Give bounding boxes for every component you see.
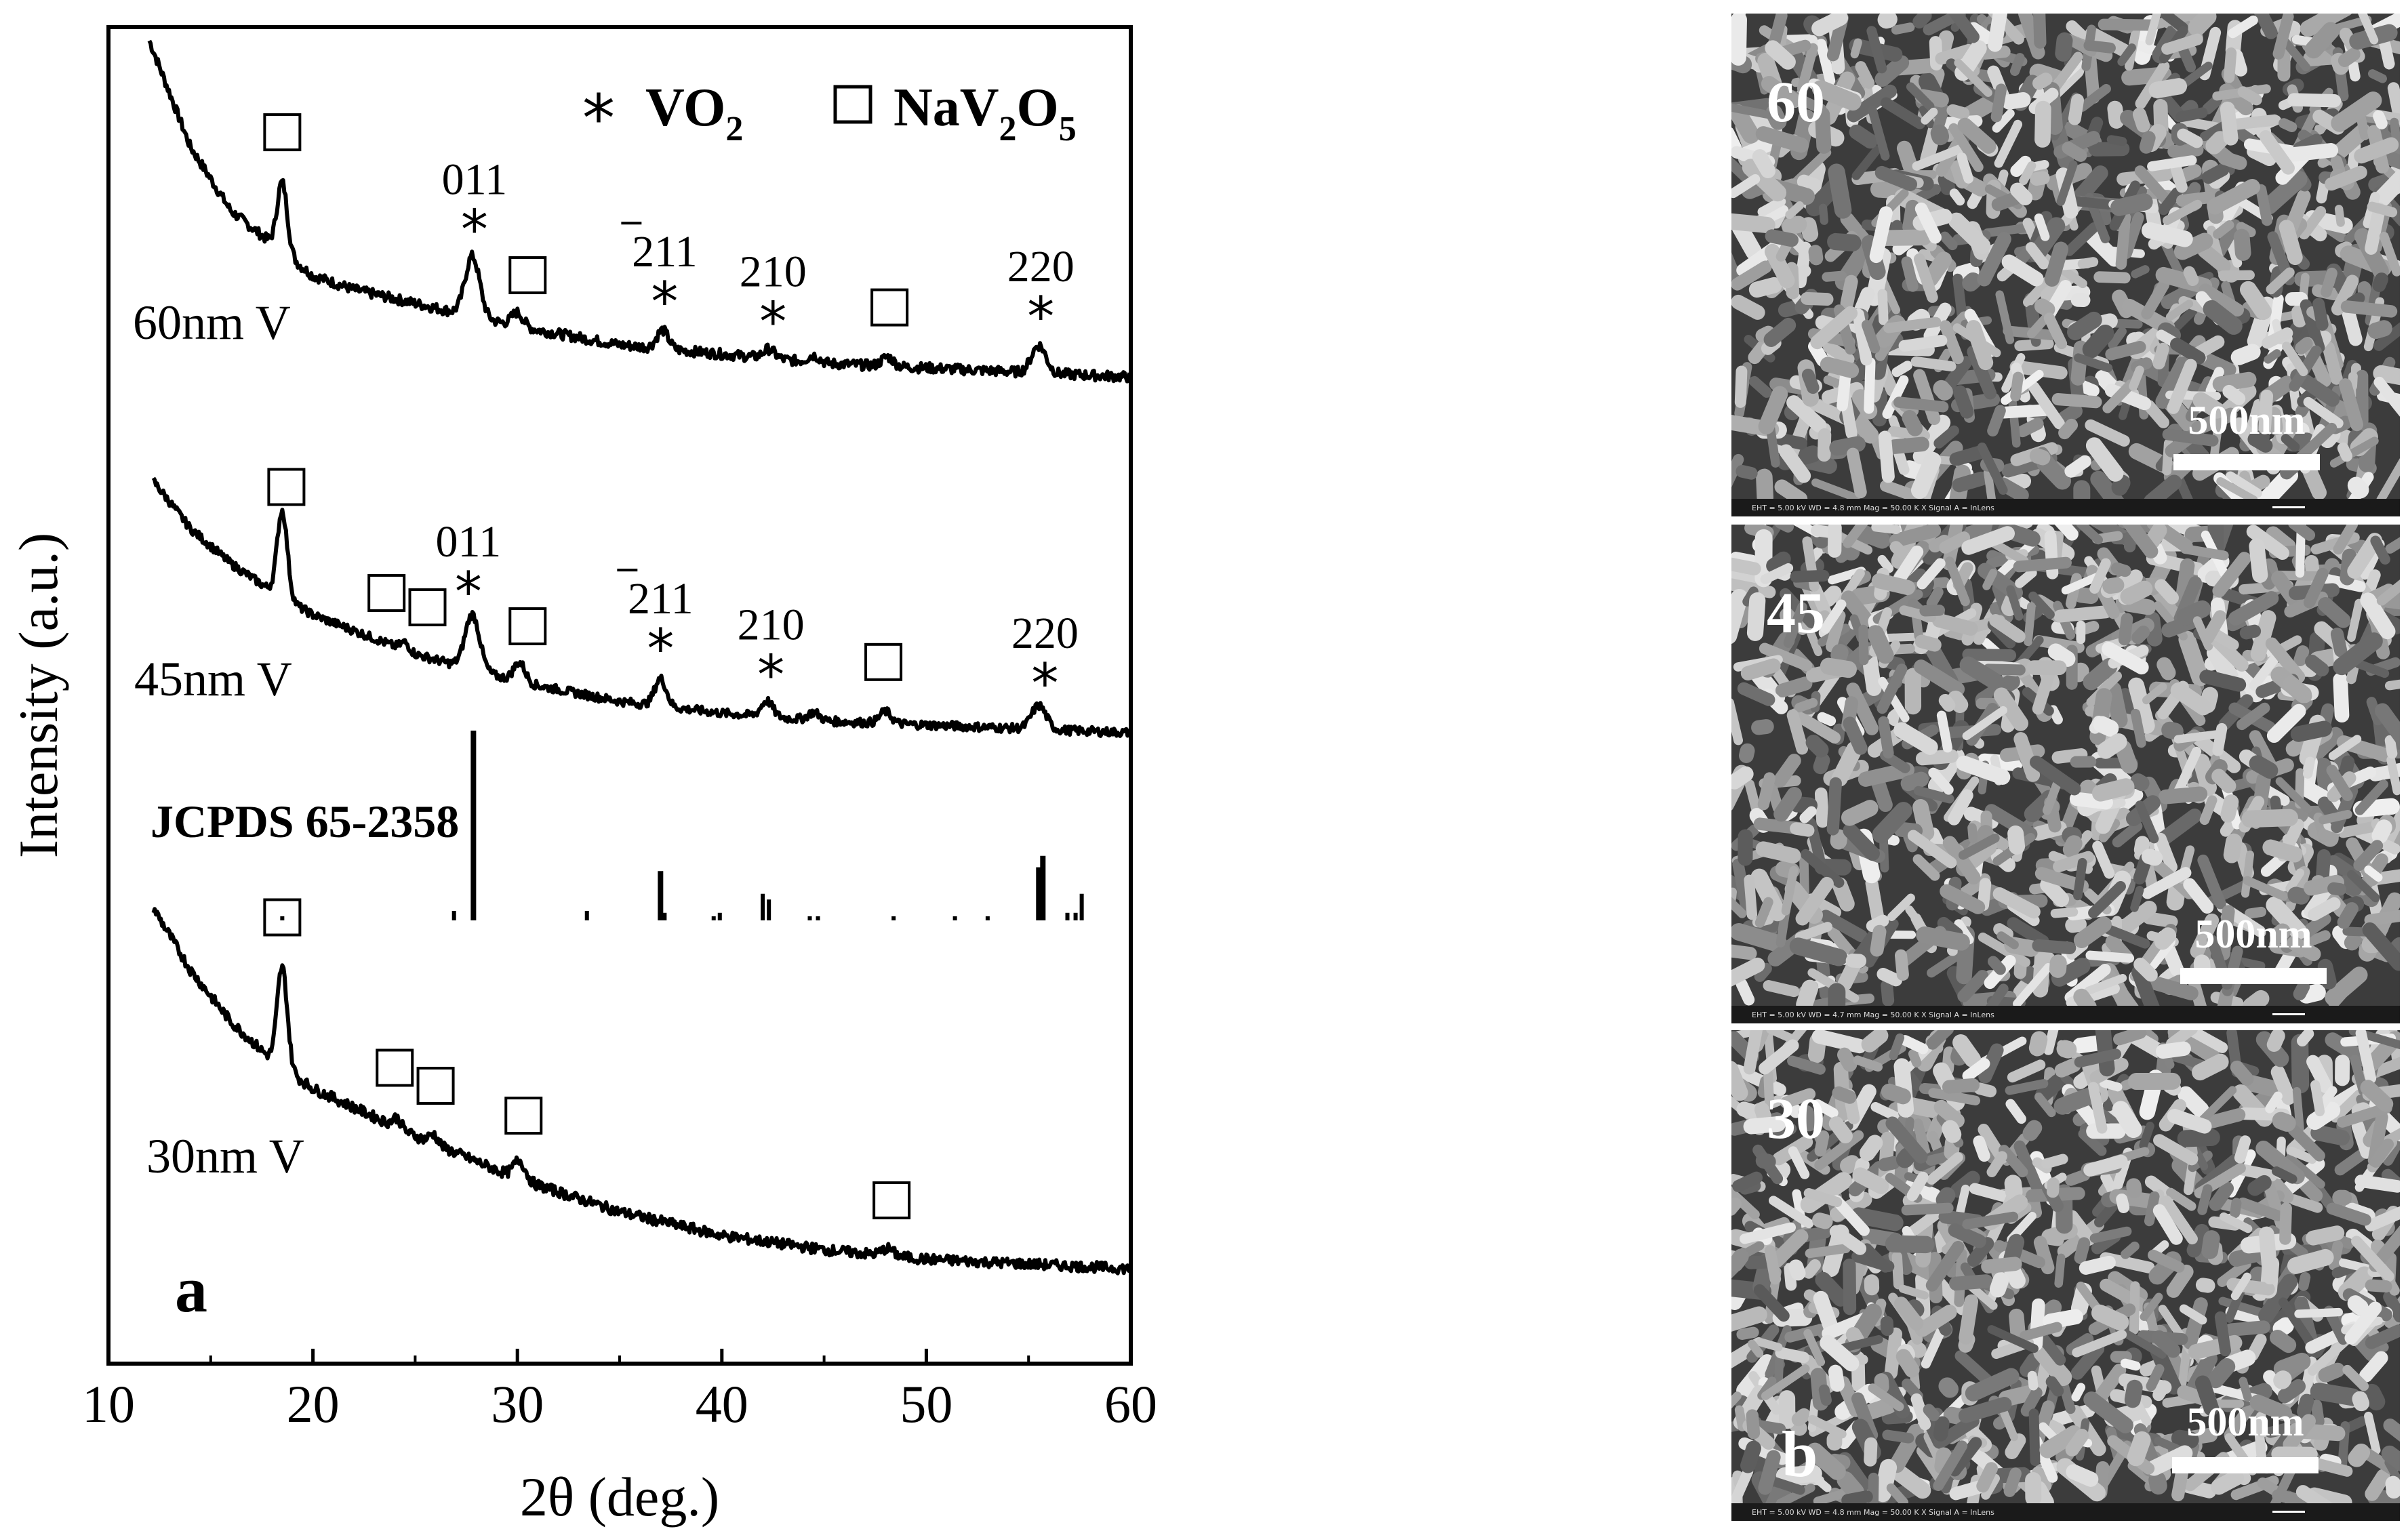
nav2o5-peak-marker [263,898,302,937]
miller-index-label: 220 [1011,609,1079,658]
nav2o5-peak-marker [267,468,306,506]
legend-nav2o5-label: NaV2O5 [894,78,1077,148]
sem-grain-texture [1731,14,2400,516]
sem-micro-scalebar [2272,1511,2305,1513]
sem-scalebar [2180,968,2327,984]
miller-index-label: 011 [436,517,502,567]
x-tick-label: 30 [491,1374,544,1433]
panel-a-label: a [175,1253,207,1326]
sem-scalebar-label: 500nm [2194,912,2312,956]
sem-scalebar [2172,1457,2319,1473]
nav2o5-peak-marker [872,1181,911,1220]
sem-panel-30: 30 500nm EHT = 5.00 kV WD = 4.8 mm Mag =… [1731,1030,2400,1521]
legend: * VO2 NaV2O5 [582,78,1077,157]
miller-index-label: 210 [740,247,807,297]
x-axis: 10 20 30 40 50 60 [82,1349,1157,1433]
xrd-trace-1 [151,476,1132,738]
miller-index-label: 210 [738,600,805,650]
sem-thickness-label: 60 [1767,69,1825,134]
legend-vo2-subscript: 2 [725,110,743,148]
series-label: 30nm V [146,1129,304,1183]
nav2o5-peak-marker [864,643,903,681]
sem-scalebar-label: 500nm [2186,1400,2304,1444]
sem-grain-texture [1731,1030,2400,1521]
legend-nav2o5-sub-o: 5 [1059,110,1077,148]
nav2o5-peak-marker [408,588,447,627]
sem-grain-texture [1731,525,2400,1023]
series-label: 45nm V [134,652,292,706]
nav2o5-peak-marker [263,113,302,152]
vo2-peak-marker: * [1031,652,1058,715]
vo2-peak-marker: * [1027,285,1054,348]
x-tick-label: 20 [287,1374,340,1433]
vo2-peak-marker: * [759,291,786,354]
miller-index-label: 211 [628,574,694,624]
y-axis-label: Intensity (a.u.) [7,533,69,858]
nav2o5-peak-marker [416,1067,455,1105]
vo2-peak-marker: * [461,198,488,261]
sem-micro-scalebar [2272,1013,2305,1015]
nav2o5-peak-marker [870,288,909,327]
vo2-peak-marker: * [647,617,674,680]
x-tick-label: 10 [82,1374,135,1433]
x-tick-label: 50 [900,1374,952,1433]
series-label: 60nm V [133,295,291,350]
sem-info-bar: EHT = 5.00 kV WD = 4.8 mm Mag = 50.00 K … [1752,1508,1994,1517]
panel-b-label: b [1782,1418,1818,1490]
legend-nav2o5: NaV2O5 [833,78,1077,148]
nav2o5-peak-marker [504,1097,543,1135]
nav2o5-peak-marker [376,1048,414,1087]
sem-panel-45: 45 500nm EHT = 5.00 kV WD = 4.7 mm Mag =… [1731,525,2400,1023]
legend-square-marker [833,85,872,124]
sem-info-bar: EHT = 5.00 kV WD = 4.7 mm Mag = 50.00 K … [1752,1011,1994,1019]
miller-index-label: 220 [1007,242,1075,291]
x-axis-label: 2θ (deg.) [520,1466,719,1528]
sem-info-bar: EHT = 5.00 kV WD = 4.8 mm Mag = 50.00 K … [1752,504,1994,512]
vo2-peak-marker: * [651,270,678,333]
xrd-trace-0 [147,39,1132,384]
nav2o5-peak-marker [508,607,547,646]
reference-label: JCPDS 65-2358 [150,796,459,847]
x-tick-label: 40 [696,1374,748,1433]
vo2-peak-marker: * [757,644,784,707]
legend-nav2o5-sub-v: 2 [999,110,1017,148]
miller-index-label: 011 [442,155,508,204]
sem-thickness-label: 45 [1767,580,1825,645]
legend-star-marker: * [582,81,615,157]
sem-panel-60: 60 500nm EHT = 5.00 kV WD = 4.8 mm Mag =… [1731,14,2400,516]
sem-micro-scalebar [2272,506,2305,508]
sem-scalebar-label: 500nm [2188,398,2306,443]
x-tick-label: 60 [1104,1374,1157,1433]
xrd-trace-2 [151,907,1132,1276]
legend-vo2-text: VO [645,78,725,138]
nav2o5-peak-marker [508,256,547,295]
legend-vo2-label: VO2 [645,78,743,148]
sem-thickness-label: 30 [1767,1086,1825,1151]
legend-vo2: * VO2 [582,78,743,157]
sem-scalebar [2173,454,2320,470]
nav2o5-peak-marker [367,573,406,612]
legend-nav2o5-o: O [1017,78,1059,138]
vo2-peak-marker: * [455,560,482,624]
miller-index-label: 211 [632,227,698,277]
